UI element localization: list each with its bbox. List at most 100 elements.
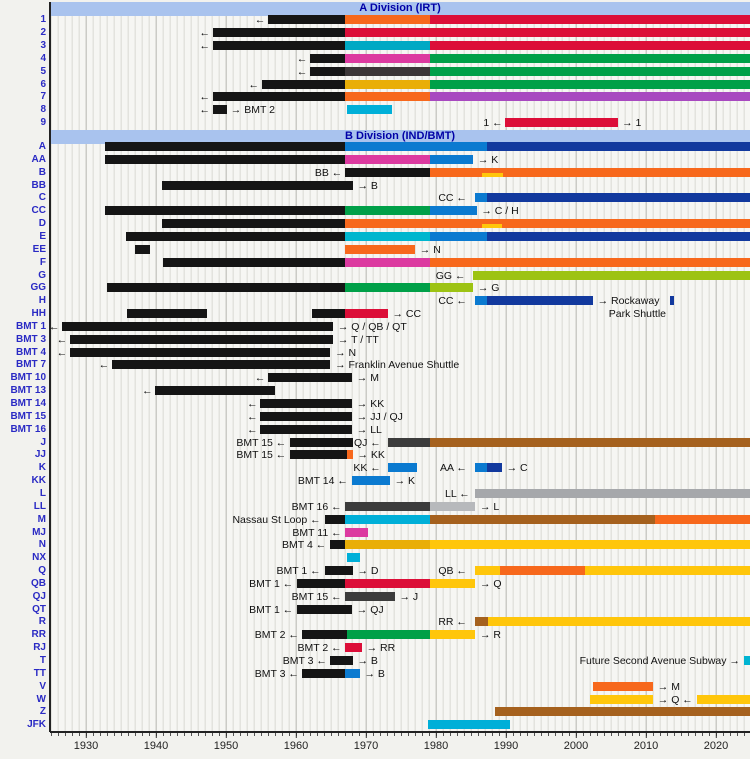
segment-KK-bluem	[352, 476, 390, 486]
segment-J-darkgray	[387, 437, 430, 447]
segment-4-green	[429, 53, 750, 63]
row-label-L: L	[39, 487, 46, 499]
segment-TT-black	[302, 668, 345, 678]
row-label-B: B	[38, 166, 46, 178]
segment-9-red	[505, 118, 618, 128]
segment-F-magenta	[345, 257, 430, 267]
row-label-KK: KK	[31, 475, 46, 487]
segment-AA-magenta	[345, 154, 430, 164]
segment-LL-darkgray	[345, 501, 430, 511]
row-label-C: C	[38, 192, 46, 204]
annotation-6: ←	[248, 78, 260, 91]
annotation-R: RR ←	[438, 616, 467, 629]
segment-QT-black	[296, 604, 352, 614]
row-label-BMT 3: BMT 3	[16, 333, 46, 345]
annotation-T: → B	[357, 655, 378, 667]
x-axis-label-1990: 1990	[493, 740, 519, 752]
segment-L-gray	[475, 488, 750, 498]
annotation-8: ←	[199, 104, 211, 117]
annotation-4: ←	[296, 52, 308, 65]
annotation-H: → Rockaway	[597, 295, 660, 308]
x-axis-line	[50, 731, 750, 733]
annotation-B: BB ←	[314, 166, 343, 179]
segment-Q-orange	[499, 566, 586, 576]
annotation-N: BMT 4 ←	[282, 539, 327, 552]
annotation-1: ←	[254, 14, 266, 26]
segment-M-brown	[429, 514, 656, 524]
segment-H-navy	[487, 296, 593, 306]
row-label-QJ: QJ	[32, 590, 46, 602]
segment-K-navy	[487, 463, 502, 473]
annotation-QJ: BMT 15 ←	[291, 590, 342, 603]
x-axis-label-1970: 1970	[353, 740, 379, 752]
annotation-LL: BMT 16 ←	[291, 500, 342, 513]
row-label-CC: CC	[31, 205, 46, 217]
segment-RR-black	[302, 630, 348, 640]
row-label-Z: Z	[39, 706, 46, 718]
segment-N-gold	[345, 540, 430, 550]
annotation-Q: BMT 1 ←	[276, 565, 321, 578]
annotation-KK: → K	[394, 475, 416, 488]
row-label-QB: QB	[31, 577, 46, 589]
segment-QB-yellow	[429, 578, 476, 588]
row-label-M: M	[37, 513, 46, 525]
annotation-AA: → K	[477, 153, 499, 166]
row-label-T: T	[39, 655, 46, 666]
row-label-AA: AA	[31, 153, 46, 165]
annotation-BMT 4: ←	[56, 346, 68, 359]
segment-2-black	[212, 27, 345, 37]
annotation-QT: → QJ	[356, 603, 384, 616]
row-label-BMT 7: BMT 7	[16, 359, 46, 371]
annotation-RR: BMT 2 ←	[254, 629, 299, 642]
segment-JJ-orange	[347, 450, 353, 460]
x-axis-label-1950: 1950	[213, 740, 239, 752]
annotation-W: → Q ←	[657, 693, 693, 706]
x-axis-label-2020: 2020	[703, 740, 729, 752]
annotation-M: Nassau St Loop ←	[232, 513, 321, 526]
row-label-N: N	[38, 539, 46, 551]
row-label-QT: QT	[32, 603, 46, 615]
segment-6-green	[429, 79, 750, 89]
row-label-4: 4	[40, 52, 46, 64]
annotation-TT: BMT 3 ←	[254, 667, 299, 680]
row-label-8: 8	[40, 104, 46, 116]
segment-3-black	[212, 40, 345, 50]
row-label-E: E	[39, 230, 46, 242]
row-label-BMT 1: BMT 1	[16, 320, 46, 332]
segment-D-yellow	[482, 224, 502, 229]
segment-R-yellow	[487, 617, 750, 627]
segment-Q-yellow	[585, 566, 750, 576]
row-label-JJ: JJ	[34, 449, 46, 461]
segment-V-orange	[592, 681, 653, 691]
segment-QJ-darkgray	[345, 591, 395, 601]
annotation-K: → C	[506, 462, 528, 475]
segment-RJ-red	[345, 643, 362, 653]
segment-EE-black	[135, 244, 150, 254]
annotation-KK: BMT 14 ←	[297, 475, 348, 488]
segment-T-tealT	[744, 656, 750, 665]
plot-background-gridlines	[50, 2, 750, 732]
segment-GG-black	[107, 283, 345, 293]
annotation-JJ: BMT 15 ←	[236, 449, 287, 462]
row-label-HH: HH	[31, 308, 46, 320]
segment-AA-bluem	[429, 154, 474, 164]
segment-BMT 3-black	[69, 334, 334, 344]
x-axis-label-1960: 1960	[283, 740, 309, 752]
segment-8-black	[212, 105, 227, 115]
segment-F-orange	[429, 257, 750, 267]
annotation-K: AA ←	[440, 462, 467, 475]
annotation-BMT 7: ←	[98, 359, 110, 372]
segment-H-navy	[669, 296, 674, 306]
segment-CC-bluem	[429, 206, 478, 216]
row-label-5: 5	[40, 65, 46, 77]
row-label-BMT 15: BMT 15	[10, 410, 46, 422]
annotation-BMT 16: ←	[247, 423, 258, 436]
segment-W-yellow	[590, 694, 653, 704]
segment-C-bluem	[475, 193, 488, 203]
annotation-Q: → D	[357, 565, 379, 578]
row-label-JFK: JFK	[27, 719, 46, 731]
annotation-9: → 1	[622, 117, 642, 130]
row-label-H: H	[38, 295, 46, 307]
segment-AA-black	[104, 154, 345, 164]
annotation-J: BMT 15 ←	[236, 436, 287, 449]
